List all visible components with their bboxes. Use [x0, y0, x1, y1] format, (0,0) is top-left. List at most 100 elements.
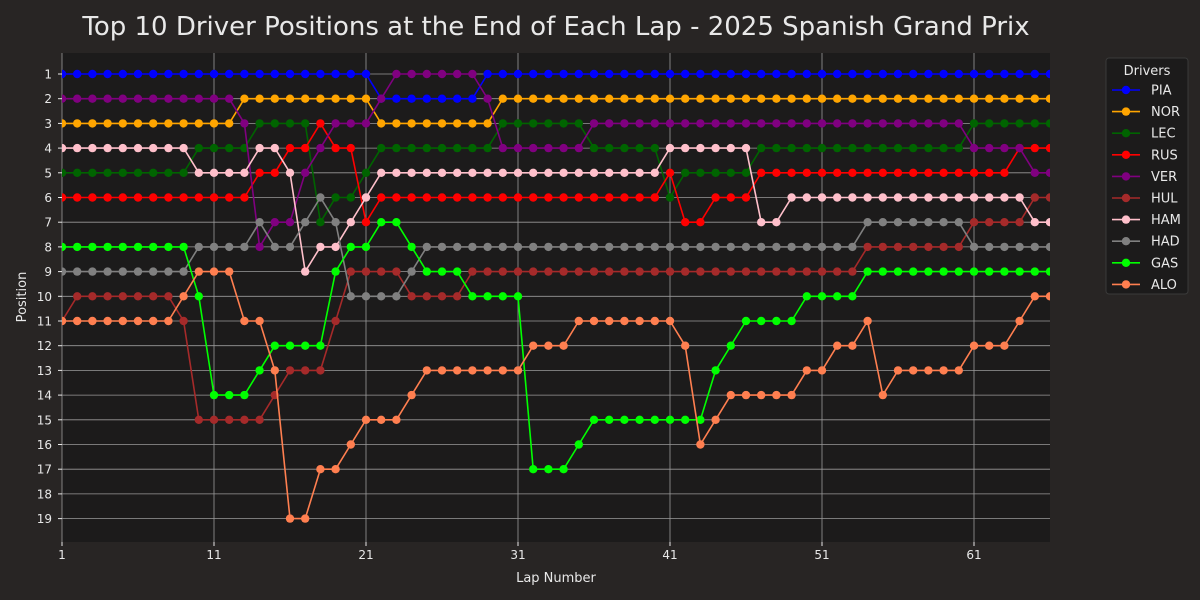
data-point [331, 242, 340, 252]
data-point [316, 341, 325, 350]
data-point [1015, 94, 1024, 103]
data-point [179, 193, 188, 202]
data-point [88, 168, 97, 177]
y-tick-label: 7 [44, 216, 52, 230]
data-point [635, 242, 644, 252]
data-point [863, 94, 872, 103]
data-point [483, 168, 492, 177]
data-point [103, 316, 112, 326]
data-point [331, 267, 340, 276]
data-point [468, 366, 477, 375]
data-point [1030, 267, 1040, 276]
data-point [802, 168, 811, 177]
data-point [103, 168, 112, 177]
data-point [574, 168, 583, 177]
data-point [650, 193, 659, 202]
data-point [346, 69, 355, 79]
data-point [787, 316, 796, 326]
data-point [392, 193, 401, 202]
data-point [361, 119, 371, 128]
data-point [149, 143, 158, 153]
data-point [149, 69, 158, 79]
data-point [498, 119, 507, 128]
data-point [209, 168, 219, 177]
data-point [377, 415, 386, 424]
data-point [893, 143, 903, 153]
data-point [620, 119, 629, 128]
data-point [361, 168, 371, 177]
data-point [772, 242, 781, 252]
data-point [787, 390, 796, 400]
y-tick-label: 15 [37, 413, 52, 427]
data-point [255, 218, 264, 227]
data-point [833, 292, 842, 301]
data-point [741, 267, 751, 276]
data-point [331, 218, 340, 227]
data-point [194, 168, 203, 177]
series-alo [62, 267, 1050, 523]
data-point [225, 119, 234, 128]
data-point [985, 218, 994, 227]
data-point [529, 168, 538, 177]
data-point [62, 168, 67, 177]
data-point [1015, 119, 1024, 128]
data-point [179, 292, 188, 301]
data-point [301, 218, 310, 227]
data-point [681, 341, 690, 350]
data-point [833, 267, 842, 276]
data-point [939, 218, 948, 227]
data-point [772, 316, 781, 326]
data-point [483, 242, 492, 252]
data-point [133, 94, 143, 103]
data-point [544, 465, 553, 474]
data-point [1015, 193, 1024, 202]
data-point [179, 242, 188, 252]
y-tick-label: 16 [37, 438, 52, 452]
series-pia [62, 69, 1050, 103]
data-point [969, 341, 979, 350]
data-point [468, 292, 477, 301]
x-tick-label: 21 [358, 548, 373, 562]
data-point [301, 514, 310, 523]
data-point [574, 267, 583, 276]
data-point [924, 242, 933, 252]
data-point [529, 143, 538, 153]
data-point [529, 242, 538, 252]
data-point [179, 119, 188, 128]
data-point [194, 242, 203, 252]
data-point [73, 292, 82, 301]
data-point [954, 168, 963, 177]
data-point [255, 316, 264, 326]
data-point [194, 143, 203, 153]
data-point [726, 193, 735, 202]
data-point [164, 143, 173, 153]
data-point [255, 69, 264, 79]
data-point [1000, 143, 1009, 153]
legend-marker [1121, 280, 1131, 289]
legend-label: NOR [1151, 105, 1180, 120]
y-axis-label: Position [15, 272, 30, 323]
data-point [453, 366, 462, 375]
chart-title: Top 10 Driver Positions at the End of Ea… [81, 12, 1029, 42]
data-point [437, 267, 447, 276]
data-point [620, 69, 629, 79]
data-point [954, 267, 963, 276]
data-point [225, 193, 234, 202]
data-point [453, 242, 462, 252]
data-point [969, 119, 979, 128]
data-point [285, 514, 295, 523]
data-point [468, 143, 477, 153]
data-point [969, 168, 979, 177]
x-tick-label: 1 [58, 548, 66, 562]
data-point [1045, 218, 1050, 227]
data-point [878, 168, 887, 177]
data-point [133, 69, 143, 79]
data-point [133, 143, 143, 153]
data-point [1015, 316, 1024, 326]
data-point [529, 119, 538, 128]
data-point [118, 292, 128, 301]
data-point [589, 168, 599, 177]
data-point [726, 390, 735, 400]
data-point [149, 316, 158, 326]
